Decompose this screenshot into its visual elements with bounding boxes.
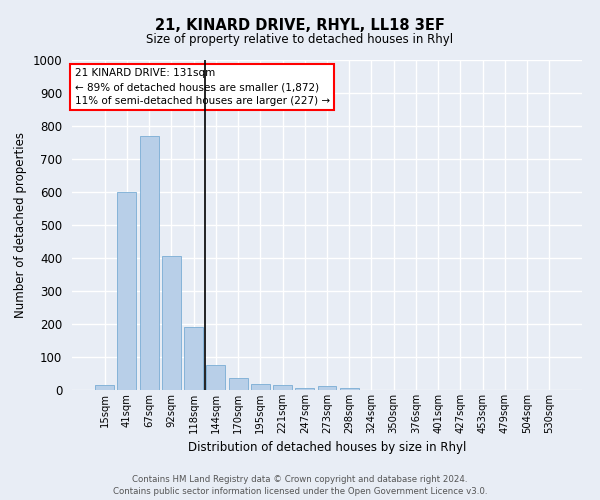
Bar [273,385,292,390]
Bar [340,388,359,390]
Bar [118,192,136,390]
Bar [317,386,337,390]
Bar [162,256,181,390]
Text: 21 KINARD DRIVE: 131sqm
← 89% of detached houses are smaller (1,872)
11% of semi: 21 KINARD DRIVE: 131sqm ← 89% of detache… [74,68,329,106]
Bar [295,388,314,390]
Bar [206,365,225,390]
Bar [251,384,270,390]
Bar [140,136,158,390]
Text: Contains HM Land Registry data © Crown copyright and database right 2024.
Contai: Contains HM Land Registry data © Crown c… [113,474,487,496]
Bar [95,385,114,390]
Text: Size of property relative to detached houses in Rhyl: Size of property relative to detached ho… [146,32,454,46]
Bar [229,378,248,390]
Y-axis label: Number of detached properties: Number of detached properties [14,132,27,318]
X-axis label: Distribution of detached houses by size in Rhyl: Distribution of detached houses by size … [188,442,466,454]
Bar [184,328,203,390]
Text: 21, KINARD DRIVE, RHYL, LL18 3EF: 21, KINARD DRIVE, RHYL, LL18 3EF [155,18,445,32]
